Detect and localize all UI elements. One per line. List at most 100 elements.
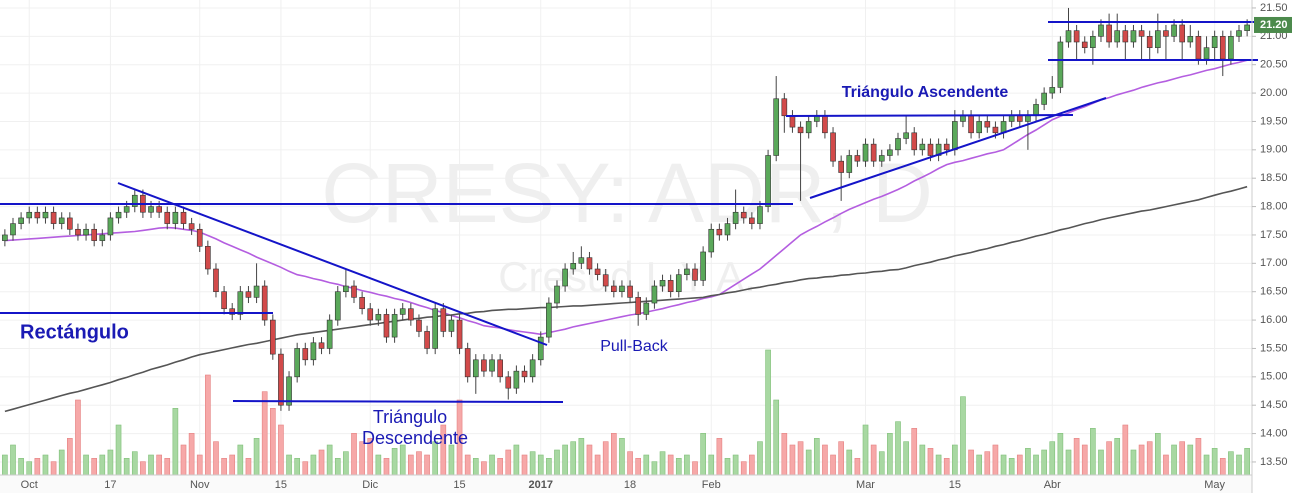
volume-bar xyxy=(343,451,349,476)
candle-body xyxy=(156,206,162,213)
candle-body xyxy=(1065,30,1072,43)
annotation: Pull-Back xyxy=(600,338,669,355)
volume-bar xyxy=(854,458,861,476)
candle-body xyxy=(424,331,430,349)
candle-body xyxy=(416,319,422,332)
volume-bar xyxy=(878,451,885,476)
candle-body xyxy=(1122,30,1129,43)
volume-bar xyxy=(887,433,893,476)
volume-bar xyxy=(724,458,731,476)
candle-body xyxy=(253,285,260,298)
volume-bar xyxy=(237,444,244,476)
candle-body xyxy=(1146,36,1153,48)
volume-bar xyxy=(489,454,495,476)
volume-bar xyxy=(537,454,544,476)
candle-body xyxy=(229,308,236,315)
volume-bar xyxy=(1228,451,1234,476)
candle-body xyxy=(188,223,195,230)
volume-bar xyxy=(261,391,268,476)
candle-body xyxy=(968,115,974,134)
volume-bar xyxy=(481,461,487,476)
candle-body xyxy=(740,211,747,219)
volume-bar xyxy=(1065,449,1072,476)
candle-body xyxy=(716,228,723,236)
candle-body xyxy=(1016,115,1023,122)
volume-bar xyxy=(375,454,382,476)
volume-bar xyxy=(521,454,528,476)
volume-bar xyxy=(326,444,333,476)
candle-body xyxy=(10,223,16,236)
volume-bar xyxy=(399,444,406,476)
candle-body xyxy=(318,342,325,349)
volume-bar xyxy=(42,454,49,476)
volume-bar xyxy=(1016,454,1023,476)
volume-bar xyxy=(757,441,763,476)
candle-body xyxy=(692,268,698,281)
candle-body xyxy=(1090,36,1096,48)
y-tick-label: 15.50 xyxy=(1260,342,1288,354)
candle-body xyxy=(797,126,804,134)
volume-bar xyxy=(943,458,950,476)
x-tick-label: 15 xyxy=(275,479,287,491)
volume-bar xyxy=(505,449,512,476)
volume-bar xyxy=(213,441,219,476)
volume-bar xyxy=(708,454,715,476)
candle-body xyxy=(67,217,73,230)
candle-body xyxy=(708,228,715,253)
volume-bar xyxy=(1187,444,1194,476)
volume-bar xyxy=(570,441,577,476)
candle-body xyxy=(18,217,24,224)
candle-body xyxy=(26,211,33,219)
volume-bar xyxy=(976,454,983,476)
candle-body xyxy=(164,211,171,224)
candle-body xyxy=(1187,36,1194,43)
candle-body xyxy=(627,285,633,298)
volume-bar xyxy=(1049,441,1056,476)
candle-body xyxy=(675,274,682,292)
candle-body xyxy=(326,319,333,349)
candle-body xyxy=(1130,30,1137,43)
volume-bar xyxy=(286,454,292,476)
volume-bar xyxy=(245,458,252,476)
volume-bar xyxy=(1000,454,1007,476)
candle-body xyxy=(659,280,666,287)
candle-body xyxy=(805,121,812,134)
candle-body xyxy=(148,206,154,213)
volume-bar xyxy=(813,438,820,476)
candle-body xyxy=(1041,92,1047,105)
candle-body xyxy=(399,308,406,315)
candle-body xyxy=(34,211,41,219)
volume-bar xyxy=(205,374,211,476)
candle-body xyxy=(383,314,390,338)
candle-body xyxy=(245,291,252,298)
volume-bar xyxy=(765,349,771,476)
x-tick-label: 15 xyxy=(949,479,961,491)
volume-bar xyxy=(562,444,568,476)
volume-bar xyxy=(700,433,706,476)
candle-body xyxy=(887,149,893,156)
y-tick-label: 14.00 xyxy=(1260,427,1288,439)
volume-bar xyxy=(294,458,300,476)
candle-body xyxy=(789,115,796,128)
volume-bar xyxy=(83,454,89,476)
y-tick-label: 21.50 xyxy=(1260,2,1288,14)
candle-body xyxy=(123,206,130,213)
candle-body xyxy=(1049,87,1056,94)
volume-bar xyxy=(732,454,739,476)
y-tick-label: 19.50 xyxy=(1260,115,1288,127)
last-price-label: 21.20 xyxy=(1260,19,1288,31)
x-tick-label: Dic xyxy=(362,479,378,491)
candle-body xyxy=(992,126,999,134)
volume-bar xyxy=(91,458,98,476)
candle-body xyxy=(278,353,284,406)
volume-bar xyxy=(497,458,503,476)
candle-body xyxy=(903,132,909,139)
candle-body xyxy=(213,268,219,292)
candle-body xyxy=(765,155,771,207)
volume-bar xyxy=(1163,454,1169,476)
volume-bar xyxy=(229,454,236,476)
y-tick-label: 20.00 xyxy=(1260,87,1288,99)
candle-body xyxy=(75,228,81,236)
candle-body xyxy=(310,342,317,361)
volume-bar xyxy=(269,408,276,476)
